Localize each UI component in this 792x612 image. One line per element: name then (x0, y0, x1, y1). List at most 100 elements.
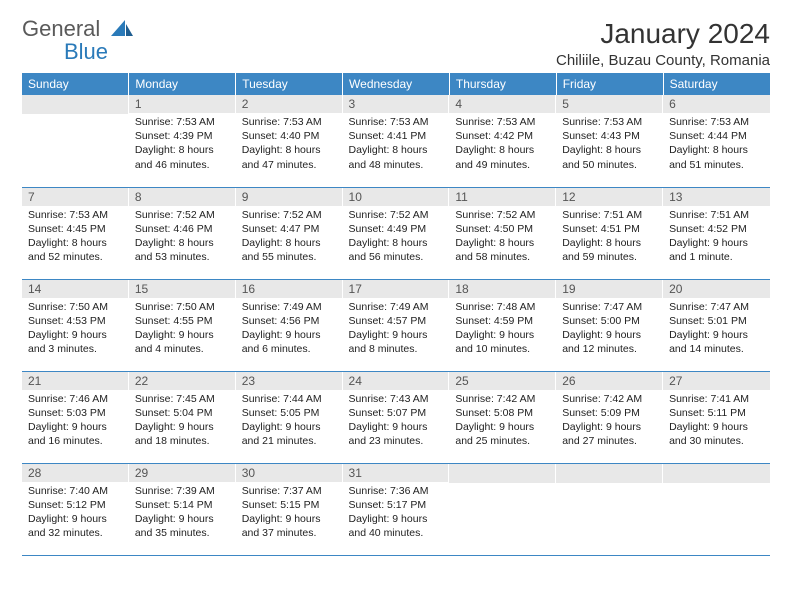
day-daylight2: and 3 minutes. (28, 342, 123, 356)
day-sunset: Sunset: 5:00 PM (562, 314, 657, 328)
day-number: 17 (343, 280, 450, 298)
calendar-week: 1Sunrise: 7:53 AMSunset: 4:39 PMDaylight… (22, 95, 770, 187)
day-number: 18 (449, 280, 556, 298)
day-sunrise: Sunrise: 7:40 AM (28, 484, 123, 498)
day-daylight1: Daylight: 9 hours (135, 420, 230, 434)
day-sunrise: Sunrise: 7:53 AM (28, 208, 123, 222)
day-sunset: Sunset: 5:14 PM (135, 498, 230, 512)
calendar-cell: 15Sunrise: 7:50 AMSunset: 4:55 PMDayligh… (129, 279, 236, 371)
day-daylight2: and 18 minutes. (135, 434, 230, 448)
day-number: 2 (236, 95, 343, 113)
day-sunrise: Sunrise: 7:50 AM (28, 300, 123, 314)
day-daylight2: and 6 minutes. (242, 342, 337, 356)
day-number (22, 95, 129, 114)
day-number: 5 (556, 95, 663, 113)
day-header: Tuesday (236, 73, 343, 95)
day-sunrise: Sunrise: 7:44 AM (242, 392, 337, 406)
day-daylight2: and 23 minutes. (349, 434, 444, 448)
calendar-cell: 12Sunrise: 7:51 AMSunset: 4:51 PMDayligh… (556, 187, 663, 279)
day-header: Thursday (449, 73, 556, 95)
day-daylight2: and 8 minutes. (349, 342, 444, 356)
brand-logo: General Blue (22, 18, 133, 64)
day-daylight2: and 55 minutes. (242, 250, 337, 264)
day-number: 20 (663, 280, 770, 298)
day-number (449, 464, 556, 483)
day-daylight1: Daylight: 9 hours (349, 328, 444, 342)
day-sunrise: Sunrise: 7:47 AM (562, 300, 657, 314)
day-sunrise: Sunrise: 7:53 AM (455, 115, 550, 129)
day-daylight2: and 52 minutes. (28, 250, 123, 264)
day-header: Saturday (663, 73, 770, 95)
day-sunrise: Sunrise: 7:52 AM (135, 208, 230, 222)
day-number: 7 (22, 188, 129, 206)
calendar-cell: 6Sunrise: 7:53 AMSunset: 4:44 PMDaylight… (663, 95, 770, 187)
day-number: 8 (129, 188, 236, 206)
calendar-cell: 19 Sunrise: 7:47 AMSunset: 5:00 PMDayligh… (556, 279, 663, 371)
day-daylight1: Daylight: 9 hours (562, 328, 657, 342)
day-sunset: Sunset: 4:46 PM (135, 222, 230, 236)
day-sunrise: Sunrise: 7:47 AM (669, 300, 764, 314)
day-details: Sunrise: 7:53 AMSunset: 4:44 PMDaylight:… (663, 113, 770, 176)
calendar-cell: 21Sunrise: 7:46 AMSunset: 5:03 PMDayligh… (22, 371, 129, 463)
calendar-cell: 24Sunrise: 7:43 AMSunset: 5:07 PMDayligh… (343, 371, 450, 463)
day-details: Sunrise: 7:44 AMSunset: 5:05 PMDaylight:… (236, 390, 343, 453)
day-sunset: Sunset: 4:45 PM (28, 222, 123, 236)
day-details: Sunrise: 7:52 AMSunset: 4:47 PMDaylight:… (236, 206, 343, 269)
day-number: 13 (663, 188, 770, 206)
day-daylight1: Daylight: 9 hours (28, 420, 123, 434)
calendar-cell: 17Sunrise: 7:49 AMSunset: 4:57 PMDayligh… (343, 279, 450, 371)
day-number: 22 (129, 372, 236, 390)
day-details: Sunrise: 7:51 AMSunset: 4:51 PMDaylight:… (556, 206, 663, 269)
calendar-cell: 23Sunrise: 7:44 AMSunset: 5:05 PMDayligh… (236, 371, 343, 463)
day-daylight1: Daylight: 8 hours (349, 143, 444, 157)
day-details: Sunrise: 7:46 AMSunset: 5:03 PMDaylight:… (22, 390, 129, 453)
day-number: 1 (129, 95, 236, 113)
day-sunset: Sunset: 5:05 PM (242, 406, 337, 420)
day-details: Sunrise: 7:49 AMSunset: 4:56 PMDaylight:… (236, 298, 343, 361)
day-daylight1: Daylight: 9 hours (28, 512, 123, 526)
day-number: 21 (22, 372, 129, 390)
day-number: 11 (449, 188, 556, 206)
location-text: Chiliile, Buzau County, Romania (556, 52, 770, 69)
calendar-cell: 11Sunrise: 7:52 AMSunset: 4:50 PMDayligh… (449, 187, 556, 279)
day-sunset: Sunset: 4:59 PM (455, 314, 550, 328)
calendar-week: 7Sunrise: 7:53 AMSunset: 4:45 PMDaylight… (22, 187, 770, 279)
brand-part1: General (22, 16, 100, 41)
day-daylight1: Daylight: 9 hours (135, 328, 230, 342)
day-number: 6 (663, 95, 770, 113)
day-details: Sunrise: 7:53 AMSunset: 4:45 PMDaylight:… (22, 206, 129, 269)
calendar-cell: 18Sunrise: 7:48 AMSunset: 4:59 PMDayligh… (449, 279, 556, 371)
day-details: Sunrise: 7:43 AMSunset: 5:07 PMDaylight:… (343, 390, 450, 453)
day-daylight2: and 48 minutes. (349, 158, 444, 172)
calendar-cell: 2Sunrise: 7:53 AMSunset: 4:40 PMDaylight… (236, 95, 343, 187)
calendar-cell: 13Sunrise: 7:51 AMSunset: 4:52 PMDayligh… (663, 187, 770, 279)
day-daylight1: Daylight: 8 hours (455, 143, 550, 157)
day-details: Sunrise: 7:53 AMSunset: 4:43 PMDaylight:… (556, 113, 663, 176)
calendar-week: 21Sunrise: 7:46 AMSunset: 5:03 PMDayligh… (22, 371, 770, 463)
day-details: Sunrise: 7:53 AMSunset: 4:39 PMDaylight:… (129, 113, 236, 176)
calendar-cell: 16Sunrise: 7:49 AMSunset: 4:56 PMDayligh… (236, 279, 343, 371)
day-details: Sunrise: 7:42 AMSunset: 5:09 PMDaylight:… (556, 390, 663, 453)
day-number: 19 (556, 280, 663, 298)
day-daylight2: and 14 minutes. (669, 342, 764, 356)
day-daylight2: and 37 minutes. (242, 526, 337, 540)
day-header: Wednesday (343, 73, 450, 95)
day-number: 14 (22, 280, 129, 298)
calendar-cell: 10Sunrise: 7:52 AMSunset: 4:49 PMDayligh… (343, 187, 450, 279)
calendar-cell: 9Sunrise: 7:52 AMSunset: 4:47 PMDaylight… (236, 187, 343, 279)
day-daylight2: and 50 minutes. (562, 158, 657, 172)
day-number: 24 (343, 372, 450, 390)
day-number: 26 (556, 372, 663, 390)
day-sunrise: Sunrise: 7:41 AM (669, 392, 764, 406)
day-daylight1: Daylight: 8 hours (562, 143, 657, 157)
calendar-week: 14Sunrise: 7:50 AMSunset: 4:53 PMDayligh… (22, 279, 770, 371)
day-sunset: Sunset: 4:41 PM (349, 129, 444, 143)
day-sunset: Sunset: 5:15 PM (242, 498, 337, 512)
day-sunset: Sunset: 4:40 PM (242, 129, 337, 143)
calendar-cell: 8Sunrise: 7:52 AMSunset: 4:46 PMDaylight… (129, 187, 236, 279)
day-details: Sunrise: 7:53 AMSunset: 4:40 PMDaylight:… (236, 113, 343, 176)
day-sunset: Sunset: 4:52 PM (669, 222, 764, 236)
day-sunset: Sunset: 4:47 PM (242, 222, 337, 236)
day-daylight1: Daylight: 9 hours (135, 512, 230, 526)
day-details: Sunrise: 7:49 AMSunset: 4:57 PMDaylight:… (343, 298, 450, 361)
